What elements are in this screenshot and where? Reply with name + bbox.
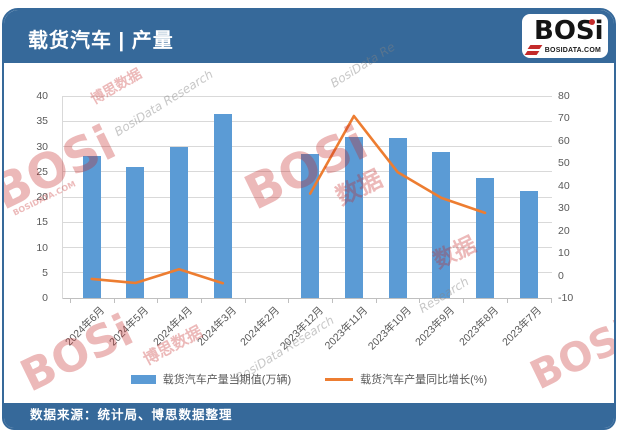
x-axis-label: 2024年4月 — [150, 304, 195, 349]
source-note: 数据来源：统计局、博思数据整理 — [30, 408, 233, 422]
gridline — [62, 297, 552, 299]
x-axis-label: 2023年8月 — [456, 304, 501, 349]
bar — [82, 155, 101, 298]
x-axis-tick — [506, 299, 508, 303]
legend-label-line: 载货汽车产量同比增长(%) — [360, 374, 488, 386]
x-axis-tick — [200, 299, 202, 303]
legend-item-bars: 载货汽车产量当期值(万辆) — [130, 371, 292, 387]
bosi-logo: BOSi BOSIDATA.COM — [522, 14, 608, 58]
y-axis-label-right: 0 — [558, 269, 564, 282]
bar — [388, 137, 407, 298]
x-axis-label: 2023年9月 — [413, 304, 458, 349]
bar — [432, 151, 451, 298]
y-axis-label-left: 20 — [36, 191, 48, 203]
page-title: 载货汽车 | 产量 — [28, 30, 174, 52]
y-axis-label-left: 25 — [36, 165, 48, 178]
y-axis-label-left: 10 — [36, 241, 48, 254]
logo-subtext: BOSIDATA.COM — [544, 47, 601, 54]
y-axis-label-left: 30 — [36, 140, 48, 153]
legend-label-bars: 载货汽车产量当期值(万辆) — [162, 374, 292, 386]
x-axis-tick — [69, 299, 71, 303]
y-axis-label-right: -10 — [558, 292, 574, 304]
y-axis-label-left: 40 — [36, 90, 48, 102]
gridline — [62, 120, 552, 122]
y-axis-label-right: 40 — [558, 179, 570, 192]
bar — [344, 136, 363, 298]
x-axis-label: 2023年11月 — [322, 304, 370, 352]
gridline — [62, 95, 552, 97]
x-axis-label: 2023年12月 — [277, 304, 327, 353]
x-axis-tick — [375, 299, 377, 303]
y-axis-label-right: 80 — [558, 90, 570, 102]
gridline — [62, 146, 552, 147]
y-axis-label-right: 10 — [558, 247, 570, 260]
x-axis-label: 2024年3月 — [194, 304, 239, 349]
y-axis-label-right: 50 — [558, 157, 570, 170]
header: 载货汽车 | 产量 BOSi BOSIDATA.COM — [4, 10, 614, 63]
x-axis-tick — [332, 299, 333, 303]
y-axis-label-right: 70 — [558, 112, 570, 125]
y-axis-label-left: 15 — [36, 216, 48, 229]
y-axis-label-right: 30 — [558, 202, 570, 215]
y-axis-label-left: 35 — [36, 115, 48, 128]
bar-swatch-icon — [130, 374, 156, 384]
legend: 载货汽车产量当期值(万辆) 载货汽车产量同比增长(%) — [4, 370, 614, 388]
x-axis-tick — [419, 299, 421, 303]
footer: 数据来源：统计局、博思数据整理 — [4, 403, 614, 428]
y-axis-line — [62, 96, 63, 299]
x-axis-tick — [550, 299, 552, 303]
logo-i-letter: i — [594, 16, 604, 46]
bar — [301, 153, 320, 298]
bar — [126, 166, 145, 298]
report-card: 载货汽车 | 产量 BOSi BOSIDATA.COM 0 5 10 15 20 25 30… — [2, 8, 616, 430]
line-swatch-icon — [325, 377, 354, 381]
x-axis-tick — [113, 299, 115, 303]
x-axis-label: 2023年10月 — [365, 304, 414, 353]
bar — [475, 177, 494, 298]
x-axis-label: 2023年7月 — [500, 304, 545, 349]
y-axis-label-right: 60 — [558, 134, 570, 147]
bar — [213, 114, 232, 298]
y-axis-label-left: 5 — [42, 266, 48, 279]
x-axis-tick — [157, 299, 159, 303]
logo-red-dot-icon — [589, 19, 595, 25]
chart-area: 0 5 10 15 20 25 30 35 40 -10 0 10 20 30 40 50 60 70 80 2024… — [4, 10, 614, 428]
x-axis-tick — [463, 299, 465, 303]
x-axis-tick — [244, 299, 246, 303]
bosi-logo-text: BOSi — [534, 16, 604, 46]
bar — [519, 190, 538, 298]
x-axis-tick — [288, 299, 290, 303]
y-axis-label-left: 0 — [42, 292, 48, 304]
y-axis-label-right: 20 — [558, 224, 570, 237]
legend-item-line: 载货汽车产量同比增长(%) — [325, 371, 487, 387]
x-axis-label: 2024年6月 — [63, 304, 108, 349]
x-axis-label: 2024年5月 — [107, 304, 152, 349]
bar — [170, 147, 189, 298]
logo-main-text: BOS — [534, 16, 595, 46]
